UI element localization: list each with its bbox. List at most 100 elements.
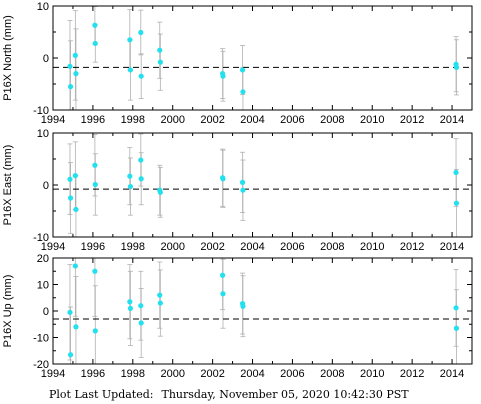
data-point-up-10 — [157, 292, 163, 298]
x-tick-label-east-2004: 2004 — [240, 241, 264, 253]
x-tick-label-north-1994: 1994 — [41, 114, 65, 126]
data-point-east-5 — [92, 181, 98, 188]
y-tick-label-east-0: 0 — [43, 180, 49, 192]
x-tick-label-up-2010: 2010 — [360, 368, 384, 380]
data-point-up-11 — [157, 300, 163, 306]
y-axis-label-north: P16X North (mm) — [2, 15, 14, 101]
data-point-north-15 — [240, 89, 246, 95]
data-point-north-2 — [72, 52, 78, 59]
data-point-east-8 — [138, 157, 144, 163]
plot-frame-east — [52, 132, 473, 238]
data-point-up-16 — [453, 305, 459, 311]
x-tick-label-east-1996: 1996 — [81, 241, 105, 253]
x-tick-label-up-1996: 1996 — [81, 368, 105, 380]
x-tick-label-north-1996: 1996 — [81, 114, 105, 126]
x-tick-label-east-2010: 2010 — [360, 241, 384, 253]
data-point-north-14 — [239, 67, 246, 73]
data-point-east-3 — [73, 206, 79, 213]
data-point-north-5 — [92, 40, 98, 47]
data-point-up-15 — [240, 303, 246, 309]
x-tick-label-east-2008: 2008 — [320, 241, 344, 253]
y-tick-label-up--10: -10 — [33, 333, 49, 345]
x-tick-label-up-2004: 2004 — [240, 368, 264, 380]
y-axis-label-up: P16X Up (mm) — [2, 275, 14, 348]
x-tick-label-up-2000: 2000 — [160, 368, 184, 380]
x-tick-label-north-1998: 1998 — [121, 114, 145, 126]
y-tick-label-east-10: 10 — [37, 128, 49, 140]
x-tick-label-north-2006: 2006 — [280, 114, 304, 126]
data-point-north-0 — [67, 63, 73, 69]
x-tick-label-up-2006: 2006 — [280, 368, 304, 380]
data-point-east-15 — [240, 187, 246, 193]
y-tick-label-up--20: -20 — [33, 359, 49, 371]
data-point-north-9 — [138, 73, 144, 79]
y-tick-label-north-10: 10 — [37, 1, 49, 13]
data-point-north-13 — [220, 73, 226, 79]
data-point-up-5 — [92, 328, 98, 334]
data-point-up-2 — [72, 263, 78, 269]
x-tick-label-up-1998: 1998 — [121, 368, 145, 380]
y-axis-label-east: P16X East (mm) — [2, 145, 14, 226]
data-point-east-1 — [67, 195, 74, 201]
x-tick-label-east-1994: 1994 — [41, 241, 65, 253]
data-point-east-7 — [127, 183, 134, 190]
footer-timestamp: Thursday, November 05, 2020 10:42:30 PST — [161, 388, 409, 401]
data-point-north-3 — [73, 71, 79, 77]
footer-label: Plot Last Updated: — [49, 388, 154, 401]
data-point-up-8 — [138, 303, 144, 309]
data-point-up-6 — [127, 299, 133, 305]
data-point-east-14 — [239, 179, 246, 185]
data-point-north-4 — [92, 22, 98, 28]
x-tick-label-up-2008: 2008 — [320, 368, 344, 380]
panel-up: 1994 1996 1998 2000 2002 2004 2006 2008 2010 2012… — [2, 253, 473, 380]
data-point-north-8 — [138, 29, 144, 36]
data-point-north-17 — [453, 64, 460, 70]
x-tick-label-north-2004: 2004 — [240, 114, 264, 126]
x-tick-label-east-2014: 2014 — [440, 241, 464, 253]
x-tick-label-east-2006: 2006 — [280, 241, 304, 253]
plot-updated-footer: Plot Last Updated: Thursday, November 05,… — [49, 388, 409, 401]
data-point-up-0 — [67, 309, 73, 315]
data-point-up-4 — [92, 268, 98, 274]
data-point-east-2 — [72, 173, 78, 179]
plot-frame-up — [52, 257, 473, 365]
data-point-up-13 — [220, 291, 226, 297]
data-point-north-6 — [127, 37, 133, 43]
panel-east: 1994 1996 1998 2000 2002 2004 2006 2008 2010 2012… — [2, 128, 473, 253]
data-point-up-9 — [138, 320, 144, 326]
data-point-east-9 — [138, 176, 144, 182]
x-tick-label-up-1994: 1994 — [41, 368, 65, 380]
x-tick-label-east-2012: 2012 — [400, 241, 424, 253]
x-tick-label-up-2002: 2002 — [200, 368, 224, 380]
x-tick-label-east-2000: 2000 — [160, 241, 184, 253]
data-point-up-7 — [127, 305, 134, 311]
data-point-north-11 — [157, 59, 163, 65]
data-point-up-3 — [73, 324, 79, 330]
y-tick-label-north-0: 0 — [43, 53, 49, 65]
data-point-east-13 — [220, 176, 226, 182]
y-tick-label-up-20: 20 — [37, 253, 49, 265]
x-tick-label-north-2000: 2000 — [160, 114, 184, 126]
x-tick-label-up-2014: 2014 — [440, 368, 464, 380]
data-point-north-10 — [157, 47, 163, 53]
data-point-east-17 — [453, 200, 460, 206]
x-tick-label-east-2002: 2002 — [200, 241, 224, 253]
data-point-east-6 — [127, 173, 133, 179]
x-tick-label-up-2012: 2012 — [400, 368, 424, 380]
data-point-north-1 — [67, 84, 74, 90]
data-point-east-11 — [157, 189, 163, 195]
data-point-north-7 — [127, 67, 134, 73]
data-point-east-4 — [92, 162, 98, 168]
data-point-up-17 — [453, 325, 460, 331]
x-tick-label-north-2002: 2002 — [200, 114, 224, 126]
y-tick-label-north--10: -10 — [33, 105, 49, 117]
y-tick-label-up-0: 0 — [43, 306, 49, 318]
panel-north: 1994 1996 1998 2000 2002 2004 2006 2008 2010 2012… — [2, 1, 473, 126]
y-tick-label-east--10: -10 — [33, 232, 49, 244]
data-point-east-16 — [453, 169, 459, 176]
data-point-up-12 — [219, 272, 226, 278]
x-tick-label-north-2012: 2012 — [400, 114, 424, 126]
plot-frame-north — [52, 5, 473, 111]
y-tick-label-up-10: 10 — [37, 280, 49, 292]
